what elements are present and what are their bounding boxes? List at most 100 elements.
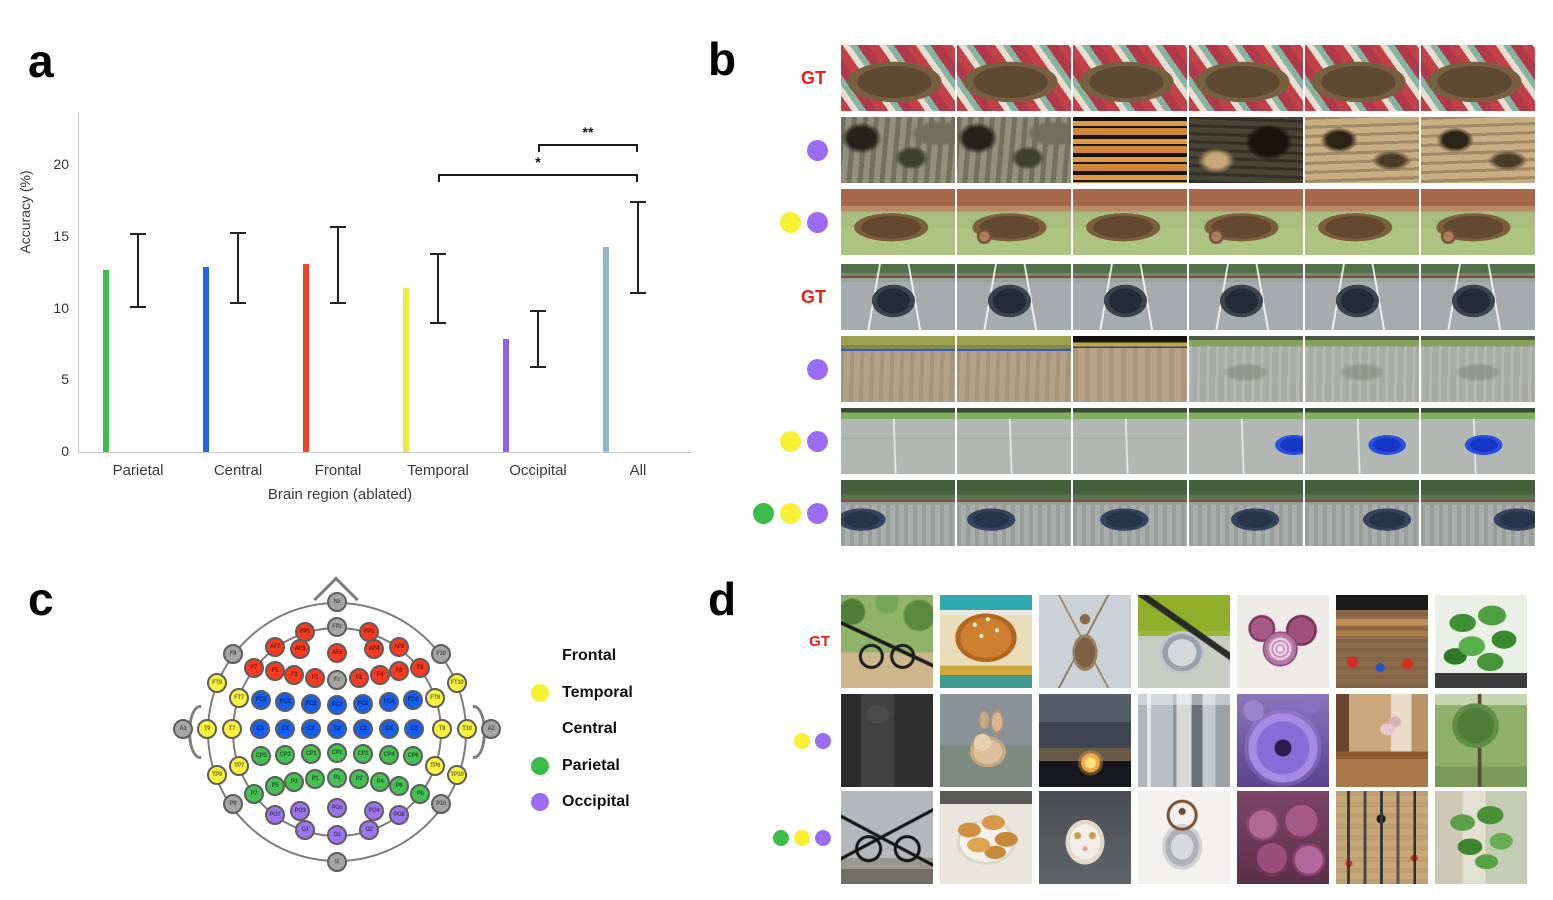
- electrode-ft7: FT7: [229, 688, 249, 708]
- significance-label-0: *: [535, 153, 541, 170]
- electrode-fpz: FPz: [327, 617, 347, 637]
- electrode-c6: C6: [404, 719, 424, 739]
- image-reconstruction-grid: GT: [718, 595, 1530, 885]
- image-noise-tan: [1421, 117, 1535, 183]
- image-noise-stripes: [1073, 117, 1187, 183]
- legend-item-frontal: Frontal: [531, 645, 616, 667]
- electrode-cz: Cz: [327, 719, 347, 739]
- error-bar-occipital: [537, 311, 539, 368]
- electrode-fc1: FC1: [301, 694, 321, 714]
- image-cat-sit: [1039, 595, 1131, 688]
- image-rabbit: [940, 694, 1032, 787]
- eeg-electrode-montage: Nz FP1 FPz FP2 AF7 AF3 AFz AF4 AF8 F9 F7 F5 F3 F1 Fz F2…: [150, 575, 524, 885]
- error-cap: [630, 291, 646, 294]
- panel-row-1: [718, 694, 1530, 787]
- electrode-c4: C4: [379, 719, 399, 739]
- central-legend-dot: [531, 720, 549, 738]
- image-car-front: [841, 264, 955, 330]
- electrode-ft9: FT9: [207, 673, 227, 693]
- image-bike-wall: [841, 791, 933, 884]
- electrode-ft8: FT8: [425, 688, 445, 708]
- panel-row-4: [730, 336, 1540, 402]
- panel-b-label: b: [708, 33, 737, 85]
- condition-dot-parietal: [753, 502, 774, 524]
- image-burger: [940, 595, 1032, 688]
- condition-dot-occipital: [807, 358, 828, 380]
- error-cap: [230, 301, 246, 304]
- electrode-t8: T8: [432, 719, 452, 739]
- legend-item-occipital: Occipital: [531, 791, 630, 813]
- image-kettle-green: [1138, 595, 1230, 688]
- panel-a-label: a: [28, 35, 54, 87]
- electrode-po4: PO4: [364, 801, 384, 821]
- panel-row-6: [730, 480, 1540, 546]
- condition-dot-occipital: [807, 430, 828, 452]
- electrode-fc4: FC4: [379, 692, 399, 712]
- panel-c-label: c: [28, 573, 54, 625]
- bar-all: [603, 246, 609, 452]
- electrode-fc5: FC5: [251, 690, 271, 710]
- condition-dot-occipital: [807, 502, 828, 524]
- row-label: [730, 189, 841, 255]
- panel-row-2: [718, 791, 1530, 884]
- condition-dot-parietal: [773, 829, 789, 846]
- electrode-oz: Oz: [327, 825, 347, 845]
- electrode-p6: P6: [389, 776, 409, 796]
- image-car-side: [1421, 480, 1535, 546]
- image-road-bluecar: [1421, 408, 1535, 474]
- electrode-p1: P1: [305, 769, 325, 789]
- y-tick-label-0: 0: [61, 443, 69, 459]
- error-bar-frontal: [337, 226, 339, 303]
- electrode-o1: O1: [295, 820, 315, 840]
- electrode-f7: F7: [244, 658, 264, 678]
- electrode-fc3: FC3: [275, 692, 295, 712]
- image-hallway: [1138, 694, 1230, 787]
- electrode-c1: C1: [301, 719, 321, 739]
- image-table-flowers: [1336, 694, 1428, 787]
- y-tick-label-20: 20: [53, 156, 69, 173]
- image-car-front: [1189, 264, 1303, 330]
- electrode-af3: AF3: [290, 639, 310, 659]
- electrode-fc2: FC2: [353, 694, 373, 714]
- error-bar-temporal: [437, 254, 439, 323]
- bar-frontal: [303, 264, 309, 452]
- electrode-t7: T7: [222, 719, 242, 739]
- error-cap: [330, 301, 346, 304]
- image-car-front: [1073, 264, 1187, 330]
- row-label: [718, 791, 841, 884]
- y-axis-title: Accuracy (%): [17, 170, 33, 254]
- image-kettle-steel: [1138, 791, 1230, 884]
- image-cat-white: [1039, 791, 1131, 884]
- y-tick-label-10: 10: [53, 299, 69, 316]
- electrode-p7: P7: [244, 784, 264, 804]
- electrode-c2: C2: [353, 719, 373, 739]
- electrode-t9: T9: [197, 719, 217, 739]
- electrode-c3: C3: [275, 719, 295, 739]
- x-tick-label-central: Central: [213, 462, 263, 479]
- electrode-p10: P10: [431, 794, 451, 814]
- error-bar-all: [637, 202, 639, 293]
- error-cap: [530, 310, 546, 313]
- error-cap: [330, 225, 346, 228]
- electrode-o2: O2: [359, 820, 379, 840]
- bar-parietal: [103, 269, 109, 452]
- electrode-iz: Iz: [327, 852, 347, 872]
- electrode-f1: F1: [305, 668, 325, 688]
- error-cap: [430, 253, 446, 256]
- x-tick-label-frontal: Frontal: [314, 462, 362, 479]
- electrode-t10: T10: [457, 719, 477, 739]
- image-chair-dark: [841, 694, 933, 787]
- error-cap: [430, 321, 446, 324]
- x-tick-label-parietal: Parietal: [112, 462, 164, 479]
- significance-bracket-1: [538, 143, 638, 152]
- error-cap: [130, 232, 146, 235]
- row-label: [730, 336, 841, 402]
- electrode-c5: C5: [250, 719, 270, 739]
- panel-row-3: GT: [730, 264, 1540, 330]
- image-car-front: [957, 264, 1071, 330]
- bar-central: [203, 266, 209, 452]
- panel-row-2: [730, 189, 1540, 255]
- legend-label: Occipital: [562, 793, 630, 810]
- gt-label: GT: [801, 67, 826, 88]
- electrode-po3: PO3: [290, 801, 310, 821]
